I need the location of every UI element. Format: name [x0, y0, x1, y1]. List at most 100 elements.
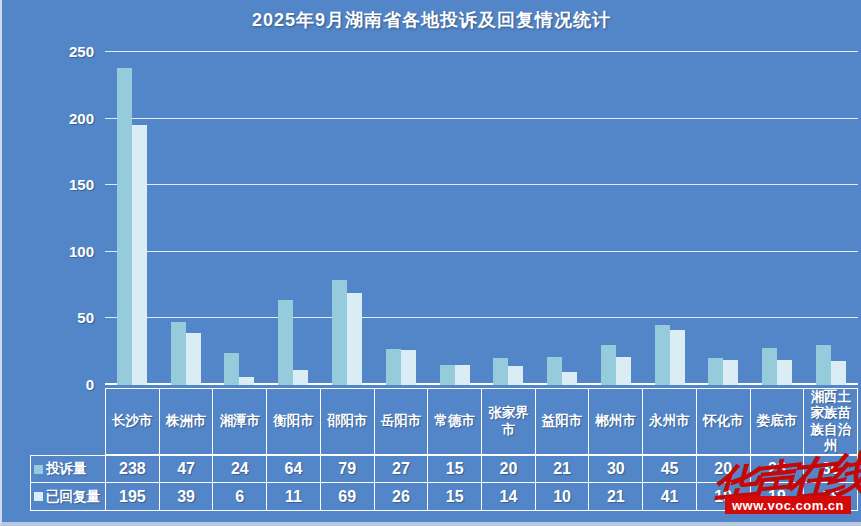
- series1-bar: [655, 325, 670, 385]
- value-cell: 24: [213, 456, 267, 482]
- series1-bar: [708, 358, 723, 385]
- value-cell: 47: [160, 456, 214, 482]
- category-slot: [750, 52, 804, 385]
- series2-bar: [508, 366, 523, 385]
- value-cell: 19: [697, 483, 751, 510]
- chart-title: 2025年9月湖南省各地投诉及回复情况统计: [2, 8, 861, 32]
- series1-bar: [440, 365, 455, 385]
- category-slot: [428, 52, 482, 385]
- category-label: 邵阳市: [321, 389, 375, 454]
- value-cell: 18: [804, 483, 857, 510]
- y-tick-label: 250: [30, 43, 94, 60]
- category-slot: [481, 52, 535, 385]
- value-cell: 26: [375, 483, 429, 510]
- y-tick-label: 50: [30, 309, 94, 326]
- category-slot: [374, 52, 428, 385]
- value-cell: 11: [267, 483, 321, 510]
- category-axis-row: 长沙市株洲市湘潭市衡阳市邵阳市岳阳市常德市张家界市益阳市郴州市永州市怀化市娄底市…: [105, 388, 858, 455]
- value-cell: 39: [160, 483, 214, 510]
- category-slot: [266, 52, 320, 385]
- value-cell: 6: [213, 483, 267, 510]
- bar-slots: [105, 52, 858, 385]
- series2-bar: [670, 330, 685, 385]
- value-cell: 15: [428, 456, 482, 482]
- legend-label-series2: 已回复量: [31, 483, 106, 510]
- category-label: 怀化市: [697, 389, 751, 454]
- series1-bar: [171, 322, 186, 385]
- series1-bar: [816, 345, 831, 385]
- category-slot: [804, 52, 858, 385]
- category-label: 张家界市: [482, 389, 536, 454]
- value-cell: 79: [321, 456, 375, 482]
- category-slot: [105, 52, 159, 385]
- category-slot: [643, 52, 697, 385]
- value-cell: 21: [589, 483, 643, 510]
- value-cell: 64: [267, 456, 321, 482]
- category-label: 湘西土家族苗族自治州: [804, 389, 857, 454]
- value-cell: 20: [482, 456, 536, 482]
- category-label: 岳阳市: [375, 389, 429, 454]
- series1-bar: [386, 349, 401, 385]
- series1-bar: [601, 345, 616, 385]
- value-cell: 45: [643, 456, 697, 482]
- value-cell: 30: [804, 456, 857, 482]
- category-slot: [589, 52, 643, 385]
- value-cell: 20: [697, 456, 751, 482]
- value-cell: 10: [536, 483, 590, 510]
- category-slot: [213, 52, 267, 385]
- value-cell: 19: [751, 483, 805, 510]
- legend-swatch-icon: [34, 465, 43, 474]
- category-label: 永州市: [643, 389, 697, 454]
- value-cell: 15: [428, 483, 482, 510]
- category-label: 常德市: [428, 389, 482, 454]
- chart-window: 2025年9月湖南省各地投诉及回复情况统计 050100150200250 长沙…: [0, 0, 861, 526]
- series2-bar: [401, 350, 416, 385]
- series2-bar: [186, 333, 201, 385]
- series2-bar: [347, 293, 362, 385]
- y-tick-label: 100: [30, 243, 94, 260]
- category-slot: [159, 52, 213, 385]
- value-cell: 21: [536, 456, 590, 482]
- category-label: 郴州市: [589, 389, 643, 454]
- series2-bar: [293, 370, 308, 385]
- table-row-series2: 已回复量1953961169261514102141191918: [30, 483, 858, 511]
- series2-bar: [723, 360, 738, 385]
- series1-bar: [762, 348, 777, 385]
- value-cell: 238: [106, 456, 160, 482]
- category-slot: [697, 52, 751, 385]
- series1-bar: [332, 280, 347, 385]
- y-tick-label: 200: [30, 110, 94, 127]
- value-cells: 23847246479271520213045202830: [106, 456, 857, 482]
- category-label: 娄底市: [751, 389, 805, 454]
- value-cell: 27: [375, 456, 429, 482]
- category-label: 湘潭市: [213, 389, 267, 454]
- legend-swatch-icon: [34, 492, 43, 501]
- category-label: 株洲市: [160, 389, 214, 454]
- category-label: 长沙市: [106, 389, 160, 454]
- value-cell: 69: [321, 483, 375, 510]
- category-slot: [535, 52, 589, 385]
- series2-bar: [777, 360, 792, 385]
- series1-bar: [117, 68, 132, 385]
- value-cell: 28: [751, 456, 805, 482]
- series1-bar: [224, 353, 239, 385]
- category-slot: [320, 52, 374, 385]
- series1-bar: [493, 358, 508, 385]
- category-label: 益阳市: [536, 389, 590, 454]
- value-cell: 30: [589, 456, 643, 482]
- series2-bar: [616, 357, 631, 385]
- series2-bar: [455, 365, 470, 385]
- series2-bar: [831, 361, 846, 385]
- series2-bar: [562, 372, 577, 385]
- table-row-series1: 投诉量23847246479271520213045202830: [30, 455, 858, 483]
- value-cell: 14: [482, 483, 536, 510]
- category-label: 衡阳市: [267, 389, 321, 454]
- series1-bar: [278, 300, 293, 385]
- y-tick-label: 150: [30, 176, 94, 193]
- series1-bar: [547, 357, 562, 385]
- series2-bar: [239, 377, 254, 385]
- legend-label-series1: 投诉量: [31, 456, 106, 482]
- series2-bar: [132, 125, 147, 385]
- value-cells: 1953961169261514102141191918: [106, 483, 857, 510]
- plot-area: [105, 52, 858, 385]
